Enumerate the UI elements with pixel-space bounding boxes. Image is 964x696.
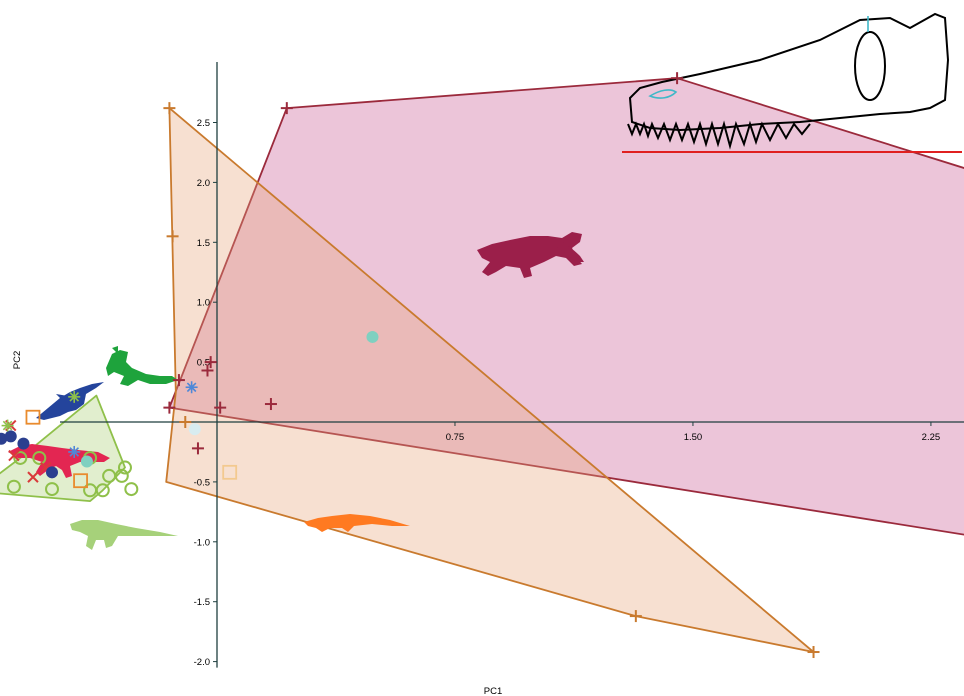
crocodile-silhouette — [477, 232, 584, 278]
lizard-silhouette — [106, 346, 178, 386]
data-point — [185, 381, 198, 394]
data-point — [73, 473, 88, 489]
data-point — [807, 646, 820, 659]
ring-marker — [45, 482, 60, 497]
cross-marker-b — [27, 471, 39, 483]
y-tick-label: 1.0 — [197, 298, 210, 309]
data-point — [46, 466, 59, 479]
y-tick-label: 2.5 — [197, 118, 210, 129]
data-point — [45, 482, 60, 497]
ring-marker — [95, 483, 110, 498]
ring-marker — [13, 450, 28, 465]
data-point — [68, 445, 81, 458]
asterisk-stroke — [186, 382, 197, 393]
y-tick-label: 1.5 — [197, 238, 210, 249]
data-point — [188, 423, 201, 436]
y-tick-labels: 2.5 2.0 1.5 1.0 0.5 -0.5 -1.0 -1.5 -2.0 — [194, 118, 217, 668]
ring-marker — [32, 450, 47, 465]
dot-marker — [366, 330, 379, 343]
x-axis-title: PC1 — [484, 686, 502, 696]
x-tick-label: 2.25 — [922, 432, 941, 443]
convex-hulls — [0, 77, 964, 653]
ring-marker — [6, 479, 21, 494]
x-tick-label: 1.50 — [684, 432, 703, 443]
data-point — [13, 450, 28, 465]
data-point — [6, 479, 21, 494]
asterisk-stroke — [69, 447, 80, 457]
data-point — [222, 464, 238, 480]
y-tick-label: -1.5 — [194, 597, 210, 608]
y-tick-label: -2.0 — [194, 657, 210, 668]
data-point — [32, 450, 47, 465]
data-point — [191, 442, 204, 455]
y-tick-label: -1.0 — [194, 537, 210, 548]
data-point — [179, 416, 192, 428]
data-point — [163, 401, 176, 414]
ring-marker — [114, 468, 129, 483]
data-point — [264, 398, 277, 411]
data-point — [671, 72, 684, 85]
data-point — [214, 401, 227, 414]
hull-polygon — [165, 107, 815, 653]
data-point — [204, 356, 217, 369]
y-axis-title: PC2 — [12, 351, 23, 369]
data-point — [166, 230, 179, 243]
gharial-silhouette — [304, 514, 410, 532]
data-point — [163, 102, 176, 115]
data-point — [629, 610, 642, 623]
y-tick-label: 2.0 — [197, 178, 210, 189]
square-marker — [25, 409, 41, 425]
dot-marker — [188, 423, 201, 436]
data-point — [68, 390, 81, 403]
red-theropod-silhouette — [8, 444, 110, 478]
square-marker — [73, 473, 88, 489]
cross-marker-b — [8, 449, 20, 462]
ring-marker — [124, 482, 139, 497]
dot-marker — [80, 455, 93, 468]
data-point — [17, 437, 30, 450]
data-point — [366, 330, 379, 343]
data-point — [117, 460, 132, 475]
x-tick-labels: -0.750.751.502.253.003.754.50 — [446, 422, 941, 443]
data-point — [4, 430, 17, 443]
data-point — [80, 455, 93, 468]
data-point — [172, 374, 185, 387]
axes — [60, 62, 964, 668]
dot-marker — [17, 437, 30, 450]
data-point — [201, 364, 214, 377]
dot-marker — [4, 430, 17, 443]
dot-marker — [46, 466, 59, 479]
data-point — [8, 449, 20, 462]
y-tick-label: -0.5 — [194, 477, 210, 488]
asterisk-stroke — [2, 420, 13, 431]
data-point — [1, 419, 14, 432]
x-tick-label: 0.75 — [446, 432, 465, 443]
data-point — [25, 409, 41, 425]
cross-marker-b — [39, 461, 52, 474]
skull-outline-icon — [622, 12, 962, 153]
y-tick-label: 0.5 — [197, 358, 210, 369]
data-point — [27, 471, 39, 483]
square-marker — [222, 464, 238, 480]
hull-polygon — [168, 77, 964, 536]
data-point — [124, 482, 139, 497]
data-point — [95, 483, 110, 498]
data-point — [114, 468, 129, 483]
data-points — [0, 72, 820, 659]
green-theropod-silhouette — [70, 520, 178, 550]
asterisk-stroke — [69, 392, 80, 402]
data-point — [280, 102, 293, 115]
ring-marker — [117, 460, 132, 475]
